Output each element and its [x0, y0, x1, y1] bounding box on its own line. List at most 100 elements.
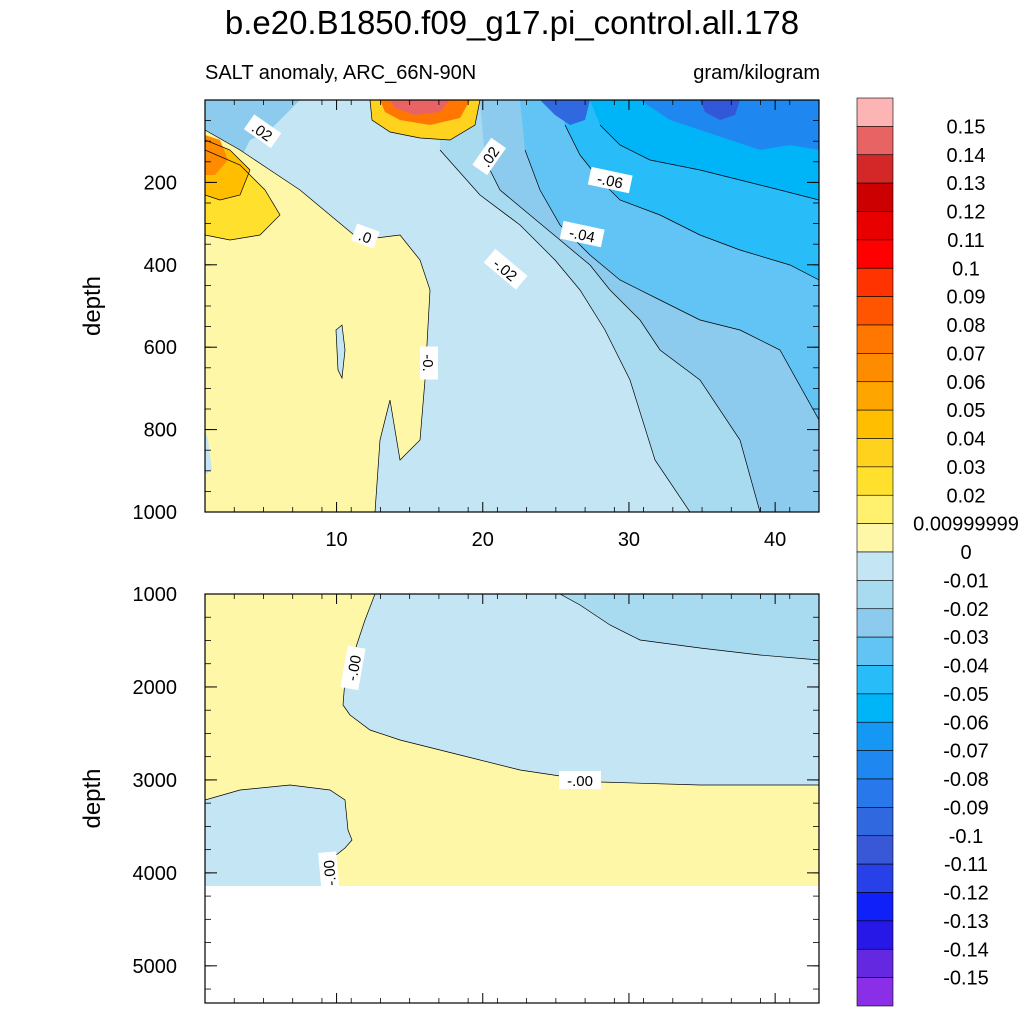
colorbar-swatch — [856, 523, 894, 553]
contour-label-bg — [483, 248, 528, 290]
colorbar-swatch — [856, 494, 894, 524]
colorbar-swatch — [856, 580, 894, 610]
upper-y-tick-label: 600 — [144, 337, 177, 359]
colorbar-swatch — [856, 324, 894, 354]
upper-y-tick-label: 800 — [144, 420, 177, 442]
contour-label-text: .0 — [356, 227, 374, 247]
colorbar-swatch — [856, 721, 894, 751]
lower-contour-label: -.00 — [559, 771, 601, 790]
contour-label-bg — [340, 645, 366, 691]
upper-contour-label: -.04 — [559, 220, 605, 248]
contour-label-text: -0. — [419, 354, 436, 372]
colorbar-label: -0.07 — [943, 741, 989, 763]
colorbar-label: 0.04 — [947, 429, 986, 451]
x-tick-label: 10 — [325, 529, 347, 551]
lower-contour-label: -.00 — [340, 645, 366, 691]
plot-title: b.e20.B1850.f09_g17.pi_control.all.178 — [224, 4, 800, 41]
colorbar-label: 0.1 — [952, 258, 980, 280]
colorbar-label: 0.09 — [947, 287, 986, 309]
lower-ylabel: depth — [79, 768, 106, 828]
colorbar-label: -0.02 — [943, 599, 989, 621]
upper-spot-m11 — [700, 100, 740, 120]
colorbar-label: 0.03 — [947, 457, 986, 479]
colorbar-label: -0.11 — [944, 854, 988, 876]
colorbar-label: 0.00999999 — [913, 514, 1019, 536]
colorbar-label: 0.07 — [947, 343, 986, 365]
upper-y-tick-label: 200 — [144, 172, 177, 194]
colorbar-label: 0.02 — [947, 485, 986, 507]
upper-neg-left-sliver — [205, 430, 212, 475]
colorbar-label: -0.15 — [943, 968, 989, 990]
upper-band-center-pos3 — [390, 100, 450, 115]
contour-label-bg — [472, 137, 507, 176]
upper-y-tick-label: 400 — [144, 255, 177, 277]
colorbar-swatch — [856, 750, 894, 780]
upper-panel-fills — [205, 100, 819, 512]
upper-contour-label: -0. — [419, 346, 438, 380]
contour-label-text: -.00 — [567, 773, 593, 790]
colorbar-swatch — [856, 807, 894, 837]
colorbar-label: -0.13 — [943, 911, 989, 933]
contour-label-bg — [350, 223, 380, 249]
colorbar-swatch — [856, 977, 894, 1007]
lower-y-tick-label: 5000 — [133, 956, 178, 978]
colorbar-swatch — [856, 665, 894, 695]
colorbar-label: -0.1 — [949, 826, 983, 848]
lower-y-tick-label: 3000 — [133, 770, 178, 792]
colorbar-swatch — [856, 126, 894, 156]
upper-contour-label: .0 — [350, 223, 380, 249]
colorbar-swatch — [856, 948, 894, 978]
units-subtitle: gram/kilogram — [693, 62, 820, 84]
colorbar-swatch — [856, 239, 894, 269]
colorbar-label: 0.06 — [947, 372, 986, 394]
lower-y-tick-label: 4000 — [133, 863, 178, 885]
lower-contour-label: -.00 — [318, 851, 340, 895]
colorbar-swatch — [856, 835, 894, 865]
lower-panel-fills — [205, 594, 819, 1003]
colorbar-swatch — [856, 636, 894, 666]
colorbar-label: -0.12 — [943, 883, 989, 905]
colorbar-label: 0.15 — [947, 116, 986, 138]
colorbar-swatch — [856, 97, 894, 127]
colorbar-label: 0.08 — [947, 315, 986, 337]
colorbar-swatch — [856, 409, 894, 439]
colorbar-label: 0.11 — [947, 230, 984, 252]
upper-band-m08 — [640, 100, 819, 150]
colorbar-label: -0.08 — [943, 769, 989, 791]
upper-spot-m10 — [540, 100, 590, 125]
upper-y-tick-label: 1000 — [133, 502, 178, 524]
contour-label-text: -.06 — [595, 170, 624, 192]
contour-label-text: -.04 — [567, 224, 596, 246]
colorbar-swatch — [856, 296, 894, 326]
colorbar-swatch — [856, 551, 894, 581]
x-tick-label: 20 — [472, 529, 494, 551]
x-tick-label: 40 — [764, 529, 786, 551]
colorbar-label: -0.04 — [943, 656, 989, 678]
upper-contour-label: -.06 — [587, 166, 633, 194]
colorbar-label: 0.14 — [947, 145, 986, 167]
colorbar-label: 0.05 — [947, 400, 986, 422]
colorbar-swatch — [856, 154, 894, 184]
contour-label-bg — [559, 220, 605, 248]
variable-subtitle: SALT anomaly, ARC_66N-90N — [205, 62, 477, 84]
colorbar-label: -0.03 — [943, 627, 989, 649]
colorbar-label: -0.14 — [943, 939, 989, 961]
lower-frame — [204, 593, 820, 1004]
contour-label-bg — [559, 771, 601, 789]
colorbar-swatch — [856, 381, 894, 411]
colorbar-swatch — [856, 466, 894, 496]
upper-contours — [205, 100, 819, 512]
colorbar-swatch — [856, 353, 894, 383]
colorbar-label: -0.09 — [943, 797, 989, 819]
colorbar-swatch — [856, 182, 894, 212]
contour-label-bg — [243, 114, 282, 149]
lower-neg-band-2 — [560, 594, 819, 660]
colorbar-label: -0.06 — [943, 712, 989, 734]
lower-neg-left — [205, 785, 352, 886]
colorbar-label: -0.01 — [943, 570, 989, 592]
colorbar-label: 0.12 — [947, 202, 986, 224]
contour-label-bg — [318, 851, 340, 895]
lower-y-tick-label: 2000 — [133, 677, 178, 699]
contour-label-bg — [587, 166, 633, 194]
